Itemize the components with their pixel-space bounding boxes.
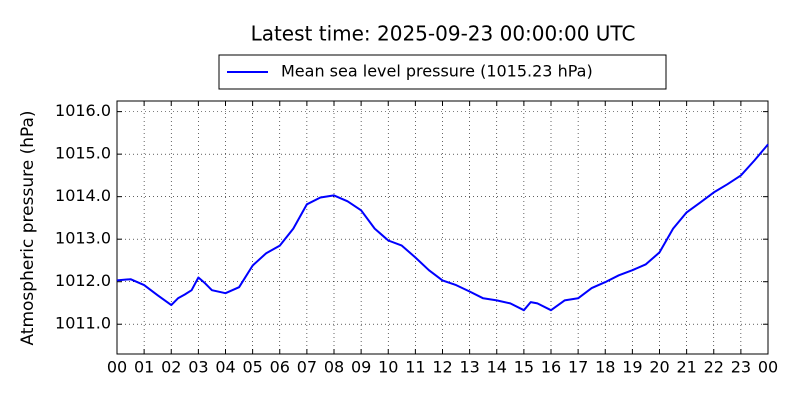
y-tick-label: 1012.0: [55, 271, 111, 290]
x-tick-label: 12: [432, 358, 452, 377]
x-tick-label: 00: [107, 358, 127, 377]
x-tick-label: 19: [622, 358, 642, 377]
y-tick-label: 1014.0: [55, 186, 111, 205]
x-tick-label: 22: [704, 358, 724, 377]
x-tick-label: 07: [297, 358, 317, 377]
x-tick-label: 03: [188, 358, 208, 377]
x-tick-label: 13: [459, 358, 479, 377]
x-tick-label: 09: [351, 358, 371, 377]
x-tick-label: 08: [324, 358, 344, 377]
x-tick-label: 01: [134, 358, 154, 377]
x-tick-label: 16: [541, 358, 561, 377]
plot-frame: [116, 100, 769, 355]
x-tick-label: 05: [242, 358, 262, 377]
x-tick-label: 10: [378, 358, 398, 377]
chart-title: Latest time: 2025-09-23 00:00:00 UTC: [251, 22, 636, 46]
x-tick-label: 02: [161, 358, 181, 377]
x-tick-label: 00: [758, 358, 778, 377]
legend-label: Mean sea level pressure (1015.23 hPa): [281, 62, 593, 81]
y-axis-label: Atmospheric pressure (hPa): [18, 110, 38, 345]
x-tick-label: 21: [676, 358, 696, 377]
y-tick-label: 1013.0: [55, 229, 111, 248]
y-tick-label: 1016.0: [55, 101, 111, 120]
legend-box: [218, 54, 667, 90]
data-line: [116, 143, 769, 312]
x-tick-label: 14: [487, 358, 507, 377]
x-tick-label: 23: [731, 358, 751, 377]
y-tick-label: 1015.0: [55, 144, 111, 163]
x-tick-label: 04: [215, 358, 235, 377]
x-tick-label: 06: [270, 358, 290, 377]
x-tick-label: 15: [514, 358, 534, 377]
y-tick-label: 1011.0: [55, 314, 111, 333]
x-tick-label: 18: [595, 358, 615, 377]
x-tick-label: 20: [649, 358, 669, 377]
x-tick-label: 17: [568, 358, 588, 377]
x-tick-label: 11: [405, 358, 425, 377]
